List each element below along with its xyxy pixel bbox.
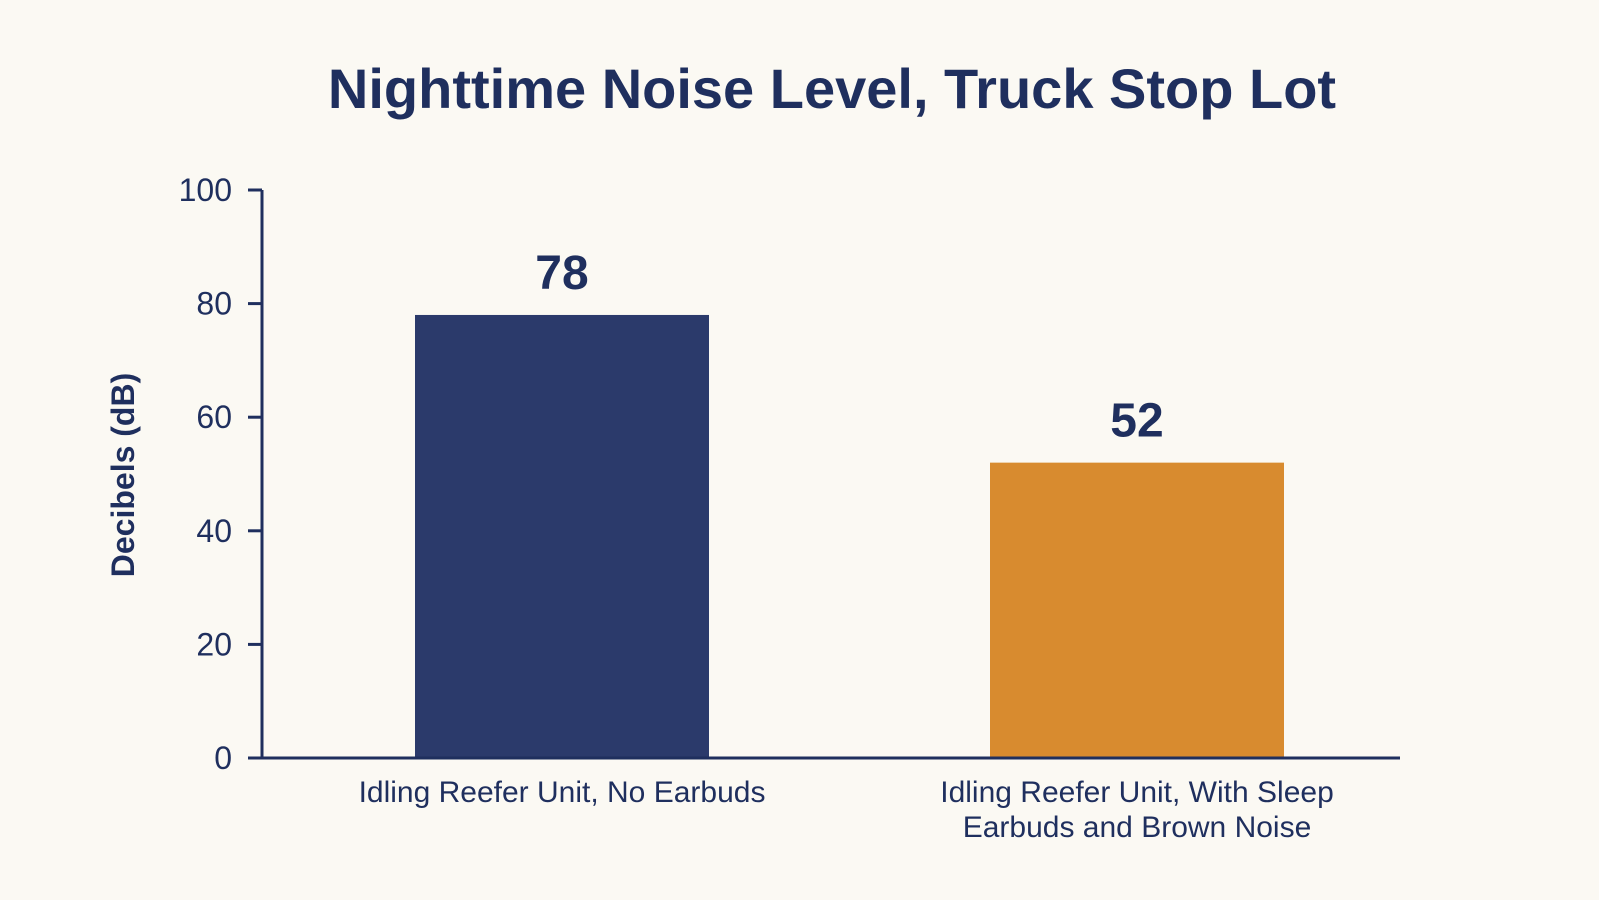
y-tick-label: 20 xyxy=(196,626,232,662)
x-axis-category-labels: Idling Reefer Unit, No Earbuds Idling Ree… xyxy=(359,776,1334,844)
bars xyxy=(415,314,1284,758)
category-label-2: Earbuds and Brown Noise xyxy=(963,811,1312,844)
bar-1 xyxy=(415,314,709,758)
y-axis-label: Decibels (dB) xyxy=(105,373,141,577)
y-tick-label: 60 xyxy=(196,399,232,435)
chart-title: Nighttime Noise Level, Truck Stop Lot xyxy=(328,57,1336,120)
y-tick-label: 100 xyxy=(179,172,232,208)
y-axis-ticks: 0 20 40 60 80 100 xyxy=(179,172,262,776)
data-label-1: 78 xyxy=(535,247,588,300)
y-tick-label: 40 xyxy=(196,513,232,549)
data-labels: 78 52 xyxy=(535,247,1163,448)
category-label-1: Idling Reefer Unit, No Earbuds xyxy=(359,776,766,809)
bar-2 xyxy=(990,462,1284,758)
category-label-2: Idling Reefer Unit, With Sleep xyxy=(940,776,1334,809)
data-label-2: 52 xyxy=(1110,395,1163,448)
y-tick-label: 0 xyxy=(214,740,232,776)
y-tick-label: 80 xyxy=(196,286,232,322)
